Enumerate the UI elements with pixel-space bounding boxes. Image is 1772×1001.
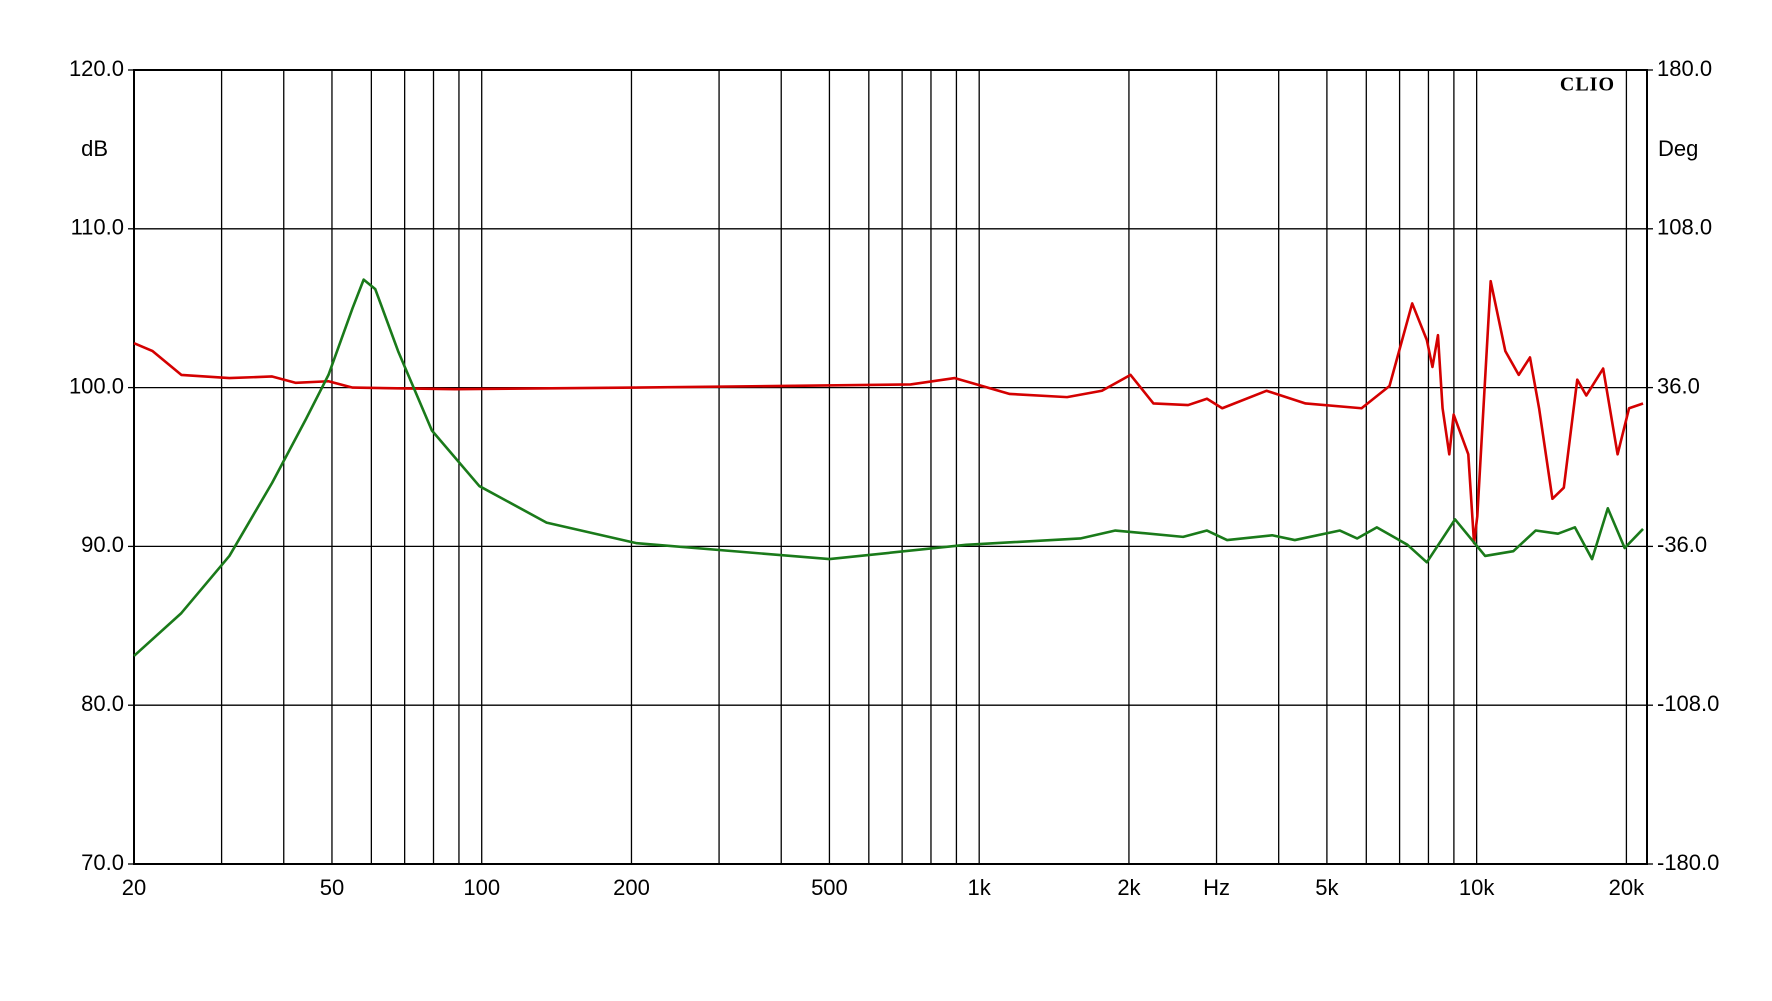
x-tick-label: 500 [811,875,848,900]
x-tick-label: 2k [1117,875,1141,900]
y-tick-label: 80.0 [81,691,124,716]
x-tick-label: Hz [1203,875,1230,900]
y2-axis-label: Deg [1658,136,1698,161]
y-tick-label: 90.0 [81,532,124,557]
y2-tick-label: -36.0 [1657,532,1707,557]
plot-frame [133,69,1648,865]
x-tick-label: 20k [1609,875,1645,900]
x-tick-label: 1k [968,875,992,900]
y-axis-label: dB [81,136,108,161]
x-tick-label: 10k [1459,875,1495,900]
x-tick-label: 50 [320,875,344,900]
y-tick-label: 100.0 [69,373,124,398]
y2-tick-label: 180.0 [1657,56,1712,81]
y2-tick-label: 108.0 [1657,215,1712,240]
y-tick-label: 70.0 [81,850,124,875]
x-tick-label: 200 [613,875,650,900]
data-line [133,278,1644,657]
data-line [133,279,1644,545]
x-tick-label: 20 [122,875,146,900]
x-tick-label: 100 [463,875,500,900]
y2-tick-label: 36.0 [1657,373,1700,398]
brand-logo: CLIO [1560,74,1615,96]
y2-tick-label: -108.0 [1657,691,1719,716]
x-tick-label: 5k [1315,875,1339,900]
y2-tick-label: -180.0 [1657,850,1719,875]
y-tick-label: 120.0 [69,56,124,81]
y-tick-label: 110.0 [71,215,124,240]
